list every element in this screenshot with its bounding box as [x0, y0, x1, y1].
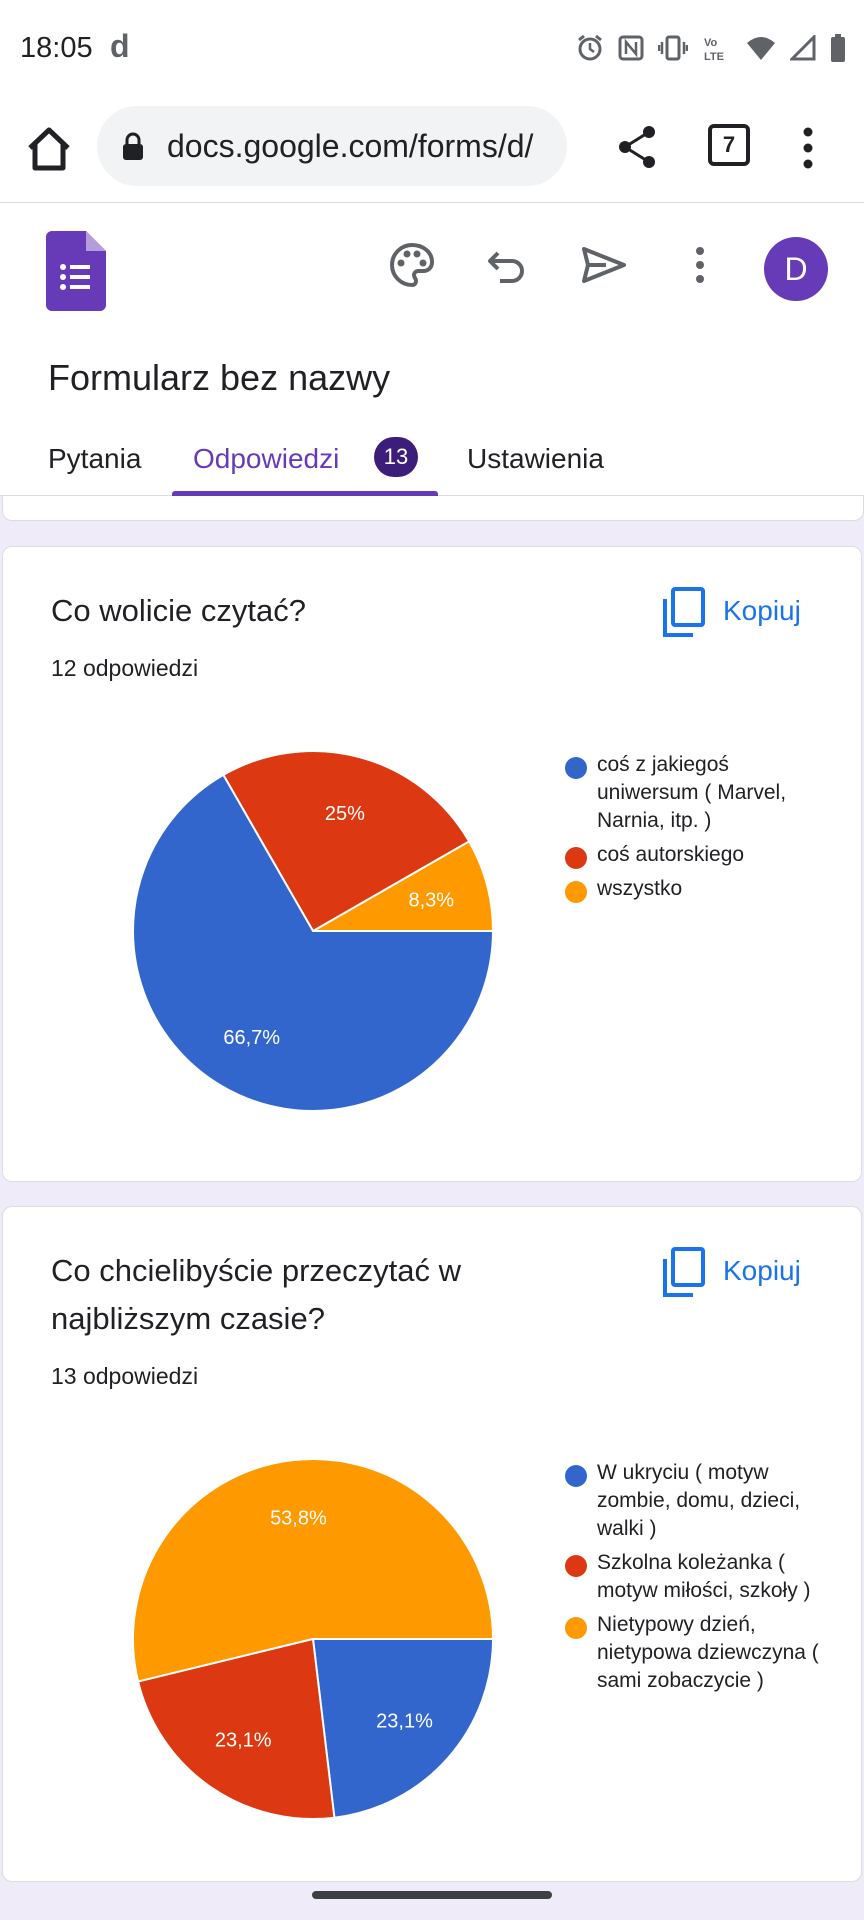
wifi-icon [747, 37, 775, 60]
battery-icon [831, 34, 845, 62]
legend-label: wszystko [597, 877, 683, 900]
tab-settings[interactable]: Ustawienia [467, 443, 604, 474]
legend-color-swatch [565, 1617, 587, 1639]
copy-icon [663, 1247, 705, 1297]
slice-percent-label: 53,8% [270, 1507, 327, 1529]
previous-card-edge [2, 496, 864, 521]
alarm-icon [578, 34, 602, 61]
slice-percent-label: 23,1% [215, 1730, 272, 1752]
pie-slice[interactable] [132, 773, 495, 1112]
send-icon[interactable] [578, 239, 630, 291]
pie-slice[interactable] [136, 1637, 336, 1820]
vibrate-icon [658, 35, 688, 61]
chart-legend: W ukryciu ( motyw zombie, domu, dzieci, … [563, 1459, 823, 1701]
copy-label: Kopiuj [723, 1255, 801, 1286]
slice-percent-label: 8,3% [408, 889, 454, 911]
legend-label: W ukryciu ( motyw zombie, domu, dzieci, … [597, 1461, 801, 1540]
status-bar: 18:05 d Vo LTE [0, 0, 864, 100]
pie-chart: 23,1% 53,8% 23,1% [132, 1458, 495, 1820]
avatar[interactable]: D [764, 237, 828, 301]
copy-icon [663, 587, 705, 637]
share-icon[interactable] [615, 122, 659, 172]
active-tab-indicator [172, 491, 438, 497]
app-notification-icon: d [110, 28, 130, 64]
nfc-icon [618, 35, 644, 61]
legend-color-swatch [565, 1555, 587, 1577]
undo-icon[interactable] [482, 239, 534, 291]
tab-switcher-button[interactable]: 7 [708, 124, 750, 166]
address-bar[interactable]: docs.google.com/forms/d/ [97, 106, 567, 186]
google-forms-logo-icon [46, 231, 106, 311]
slice-percent-label: 25% [325, 803, 365, 825]
volte-icon: Vo LTE [704, 37, 724, 62]
svg-text:Vo: Vo [704, 37, 718, 49]
legend-item: coś z jakiegoś uniwersum ( Marvel, Narni… [563, 751, 823, 835]
palette-icon[interactable] [386, 239, 438, 291]
question-title: Co wolicie czytać? [51, 593, 306, 628]
legend-item: Nietypowy dzień, nietypowa dziewczyna ( … [563, 1611, 823, 1695]
legend-label: coś z jakiegoś uniwersum ( Marvel, Narni… [597, 753, 787, 832]
question-card: Co wolicie czytać? 12 odpowiedzi Kopiuj … [2, 546, 862, 1182]
legend-item: coś autorskiego [563, 841, 823, 869]
pie-chart: 8,3% 25% 66,7% [132, 750, 495, 1112]
question-card: Co chcielibyście przeczytać w najbliższy… [2, 1206, 862, 1882]
pie-slice[interactable] [309, 839, 495, 932]
pie-slice[interactable] [221, 750, 471, 933]
url-text: docs.google.com/forms/d/ [167, 128, 534, 164]
question-title: Co chcielibyście przeczytać w najbliższy… [51, 1253, 462, 1336]
status-icons: Vo LTE [576, 34, 846, 62]
copy-label: Kopiuj [723, 595, 801, 626]
responses-count-badge: 13 [374, 437, 418, 477]
legend-color-swatch [565, 847, 587, 869]
gesture-nav-bar[interactable] [312, 1891, 552, 1899]
browser-toolbar: docs.google.com/forms/d/ 7 [0, 100, 864, 203]
legend-label: coś autorskiego [597, 843, 745, 866]
svg-text:LTE: LTE [704, 51, 724, 62]
legend-color-swatch [565, 881, 587, 903]
tab-questions[interactable]: Pytania [48, 443, 142, 474]
copy-chart-button[interactable]: Kopiuj [661, 1247, 821, 1297]
pie-slice[interactable] [132, 1458, 495, 1683]
legend-color-swatch [565, 757, 587, 779]
response-count: 12 odpowiedzi [51, 655, 199, 681]
legend-item: Szkolna koleżanka ( motyw miłości, szkoł… [563, 1549, 823, 1605]
form-title[interactable]: Formularz bez nazwy [48, 357, 391, 398]
more-vert-icon[interactable] [674, 239, 726, 291]
home-icon[interactable] [24, 124, 74, 174]
signal-icon [790, 35, 816, 61]
legend-item: wszystko [563, 875, 823, 903]
legend-item: W ukryciu ( motyw zombie, domu, dzieci, … [563, 1459, 823, 1543]
copy-chart-button[interactable]: Kopiuj [661, 587, 821, 637]
forms-header: D Formularz bez nazwy Pytania Odpowiedzi… [0, 203, 864, 497]
legend-color-swatch [565, 1465, 587, 1487]
more-vert-icon[interactable] [798, 124, 818, 174]
status-time: 18:05 [20, 32, 93, 64]
legend-label: Szkolna koleżanka ( motyw miłości, szkoł… [597, 1551, 811, 1602]
pie-slice[interactable] [311, 1638, 495, 1819]
response-count: 13 odpowiedzi [51, 1363, 199, 1389]
chart-legend: coś z jakiegoś uniwersum ( Marvel, Narni… [563, 751, 823, 909]
lock-icon [123, 132, 143, 160]
slice-percent-label: 23,1% [376, 1710, 433, 1732]
slice-percent-label: 66,7% [223, 1027, 280, 1049]
tab-responses[interactable]: Odpowiedzi [193, 443, 340, 474]
legend-label: Nietypowy dzień, nietypowa dziewczyna ( … [597, 1613, 819, 1692]
